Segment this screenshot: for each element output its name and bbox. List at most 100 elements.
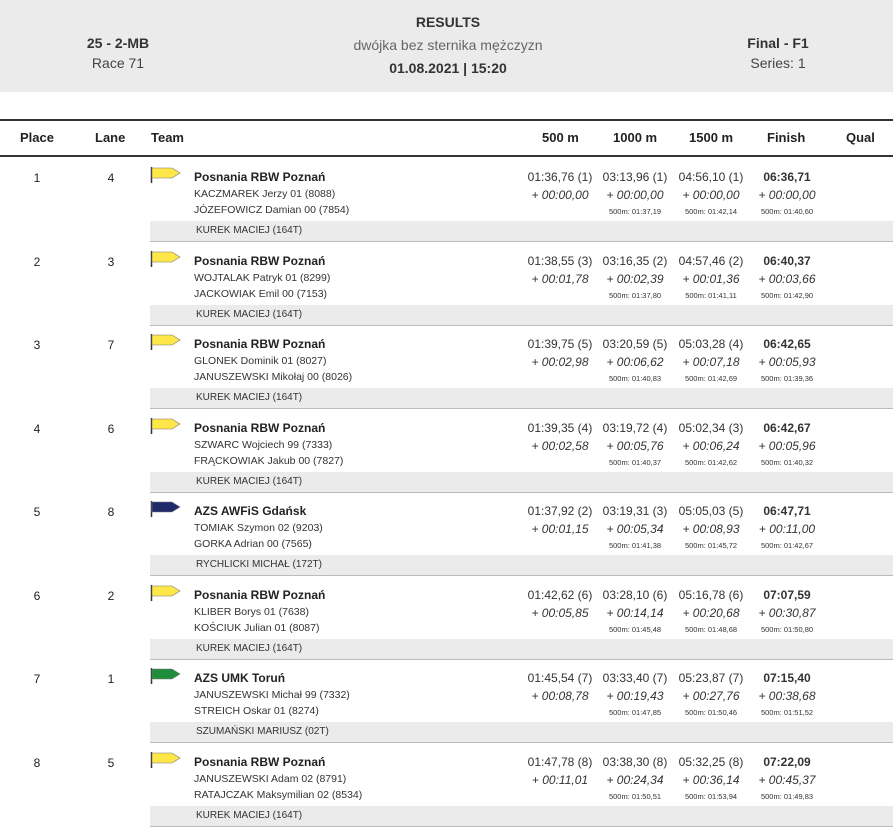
s1000-diff: + 00:06,62 — [606, 355, 664, 369]
club-name: Posnania RBW Poznań — [194, 420, 326, 435]
col-team: Team — [151, 130, 184, 145]
coach-name: KUREK MACIEJ (164T) — [196, 475, 303, 487]
place-value: 6 — [33, 588, 41, 603]
club-name: Posnania RBW Poznań — [194, 170, 326, 184]
s500-time: 01:38,55 (3) — [527, 253, 593, 268]
result-row: 5 8 AZS AWFiS Gdańsk TOMIAK Szymon 02 (9203… — [0, 491, 893, 576]
place-value: 8 — [33, 755, 41, 770]
s1000-interval: 500m: 01:40,83 — [608, 374, 662, 383]
finish-interval: 500m: 01:51,52 — [760, 708, 814, 717]
finish-time: 06:40,37 — [763, 253, 811, 268]
coach-bar: RYCHLICKI MICHAŁ (172T) — [150, 555, 893, 576]
crew-member-1: TOMIAK Szymon 02 (9203) — [194, 522, 323, 534]
phase-info: Final - F1 Series: 1 — [708, 33, 848, 73]
s1000-interval: 500m: 01:45,48 — [608, 624, 662, 634]
s1500-interval: 500m: 01:48,68 — [684, 624, 738, 634]
s500-diff: + 00:11,01 — [531, 772, 589, 787]
col-qual: Qual — [846, 130, 875, 145]
crew-member-1: GLONEK Dominik 01 (8027) — [194, 355, 327, 367]
finish-interval: 500m: 01:42,67 — [760, 541, 814, 550]
s1500-diff: + 00:27,76 — [682, 689, 740, 703]
coach-bar: KUREK MACIEJ (164T) — [150, 304, 893, 326]
s1500-diff: + 00:36,14 — [682, 772, 740, 787]
s1000-diff: + 00:14,14 — [606, 605, 664, 620]
coach-bar: KUREK MACIEJ (164T) — [150, 221, 893, 242]
s1000-diff: + 00:19,43 — [606, 689, 664, 703]
club-flag-icon — [150, 417, 182, 434]
finish-diff: + 00:11,00 — [758, 522, 816, 536]
s500-time: 01:42,62 (6) — [527, 587, 593, 602]
s1500-interval: 500m: 01:42,69 — [684, 374, 738, 383]
finish-interval: 500m: 01:40,32 — [760, 457, 814, 467]
col-500m: 500 m — [542, 130, 579, 145]
s1500-diff: + 00:20,68 — [682, 605, 740, 620]
finish-time: 06:42,67 — [763, 420, 811, 435]
s1000-time: 03:38,30 (8) — [602, 754, 668, 769]
club-name: Posnania RBW Poznań — [194, 754, 326, 769]
s1000-time: 03:19,31 (3) — [602, 504, 668, 518]
s1000-time: 03:13,96 (1) — [602, 170, 668, 184]
coach-name: KUREK MACIEJ (164T) — [196, 392, 303, 403]
crew-member-1: WOJTALAK Patryk 01 (8299) — [194, 271, 331, 284]
finish-time: 07:07,59 — [763, 587, 811, 602]
result-row: 7 1 AZS UMK Toruń JANUSZEWSKI Michał 99 (73… — [0, 658, 893, 743]
club-name: Posnania RBW Poznań — [194, 253, 326, 268]
finish-diff: + 00:38,68 — [758, 689, 816, 703]
s1000-time: 03:28,10 (6) — [602, 587, 668, 602]
s1500-diff: + 00:01,36 — [682, 271, 740, 286]
lane-value: 3 — [107, 254, 115, 269]
s500-diff: + 00:08,78 — [531, 689, 589, 703]
s500-time: 01:37,92 (2) — [527, 504, 593, 518]
club-flag-icon — [150, 334, 182, 350]
finish-interval: 500m: 01:50,80 — [760, 624, 814, 634]
coach-bar: KUREK MACIEJ (164T) — [150, 471, 893, 493]
s1000-diff: + 00:24,34 — [606, 772, 664, 787]
s1500-time: 05:05,03 (5) — [678, 504, 744, 518]
col-finish: Finish — [767, 130, 806, 145]
s1500-interval: 500m: 01:42,14 — [684, 207, 738, 216]
club-name: AZS UMK Toruń — [194, 671, 286, 685]
s500-diff: + 00:01,78 — [531, 271, 589, 286]
club-flag-icon — [150, 501, 182, 517]
coach-name: RYCHLICKI MICHAŁ (172T) — [196, 559, 322, 570]
race-number: Race 71 — [91, 55, 145, 71]
crew-member-1: JANUSZEWSKI Michał 99 (7332) — [194, 689, 350, 701]
s1500-interval: 500m: 01:42,62 — [684, 457, 738, 467]
crew-member-2: FRĄCKOWIAK Jakub 00 (7827) — [194, 454, 344, 467]
place-value: 5 — [33, 505, 41, 519]
s1500-time: 05:02,34 (3) — [678, 420, 744, 435]
lane-value: 5 — [107, 755, 115, 770]
crew-member-1: JANUSZEWSKI Adam 02 (8791) — [194, 772, 347, 785]
s500-diff: + 00:02,58 — [531, 438, 589, 453]
crew-member-2: STREICH Oskar 01 (8274) — [194, 705, 319, 717]
coach-bar: SZUMAŃSKI MARIUSZ (02T) — [150, 722, 893, 743]
crew-member-1: KLIBER Borys 01 (7638) — [194, 605, 309, 618]
race-series: Series: 1 — [750, 55, 806, 71]
col-place: Place — [20, 130, 54, 145]
place-value: 1 — [33, 171, 41, 185]
race-phase: Final - F1 — [747, 35, 809, 51]
s1500-interval: 500m: 01:53,94 — [684, 791, 738, 801]
club-flag-icon — [150, 751, 182, 768]
club-flag-icon — [150, 584, 182, 601]
event-description: dwójka bez sternika mężczyzn — [353, 37, 543, 53]
s1000-time: 03:33,40 (7) — [602, 671, 668, 685]
finish-time: 07:22,09 — [763, 754, 811, 769]
club-name: Posnania RBW Poznań — [194, 587, 326, 602]
coach-name: KUREK MACIEJ (164T) — [196, 308, 303, 320]
result-row: 4 6 Posnania RBW Poznań SZWARC Wojciech 99 … — [0, 408, 893, 493]
col-lane: Lane — [95, 130, 126, 145]
s1500-diff: + 00:00,00 — [682, 188, 740, 202]
race-header: 25 - 2-MB Race 71 RESULTS dwójka bez ste… — [0, 0, 893, 92]
finish-diff: + 00:05,96 — [758, 438, 816, 453]
finish-interval: 500m: 01:40,60 — [760, 207, 814, 216]
s1500-time: 05:16,78 (6) — [678, 587, 744, 602]
coach-bar: KUREK MACIEJ (164T) — [150, 638, 893, 660]
lane-value: 8 — [107, 505, 115, 519]
s1500-time: 05:23,87 (7) — [678, 671, 744, 685]
crew-member-2: KOŚCIUK Julian 01 (8087) — [194, 621, 320, 634]
s500-time: 01:36,76 (1) — [527, 170, 593, 184]
s500-time: 01:39,75 (5) — [527, 337, 593, 351]
s1000-diff: + 00:05,34 — [606, 522, 664, 536]
s500-time: 01:47,78 (8) — [527, 754, 593, 769]
